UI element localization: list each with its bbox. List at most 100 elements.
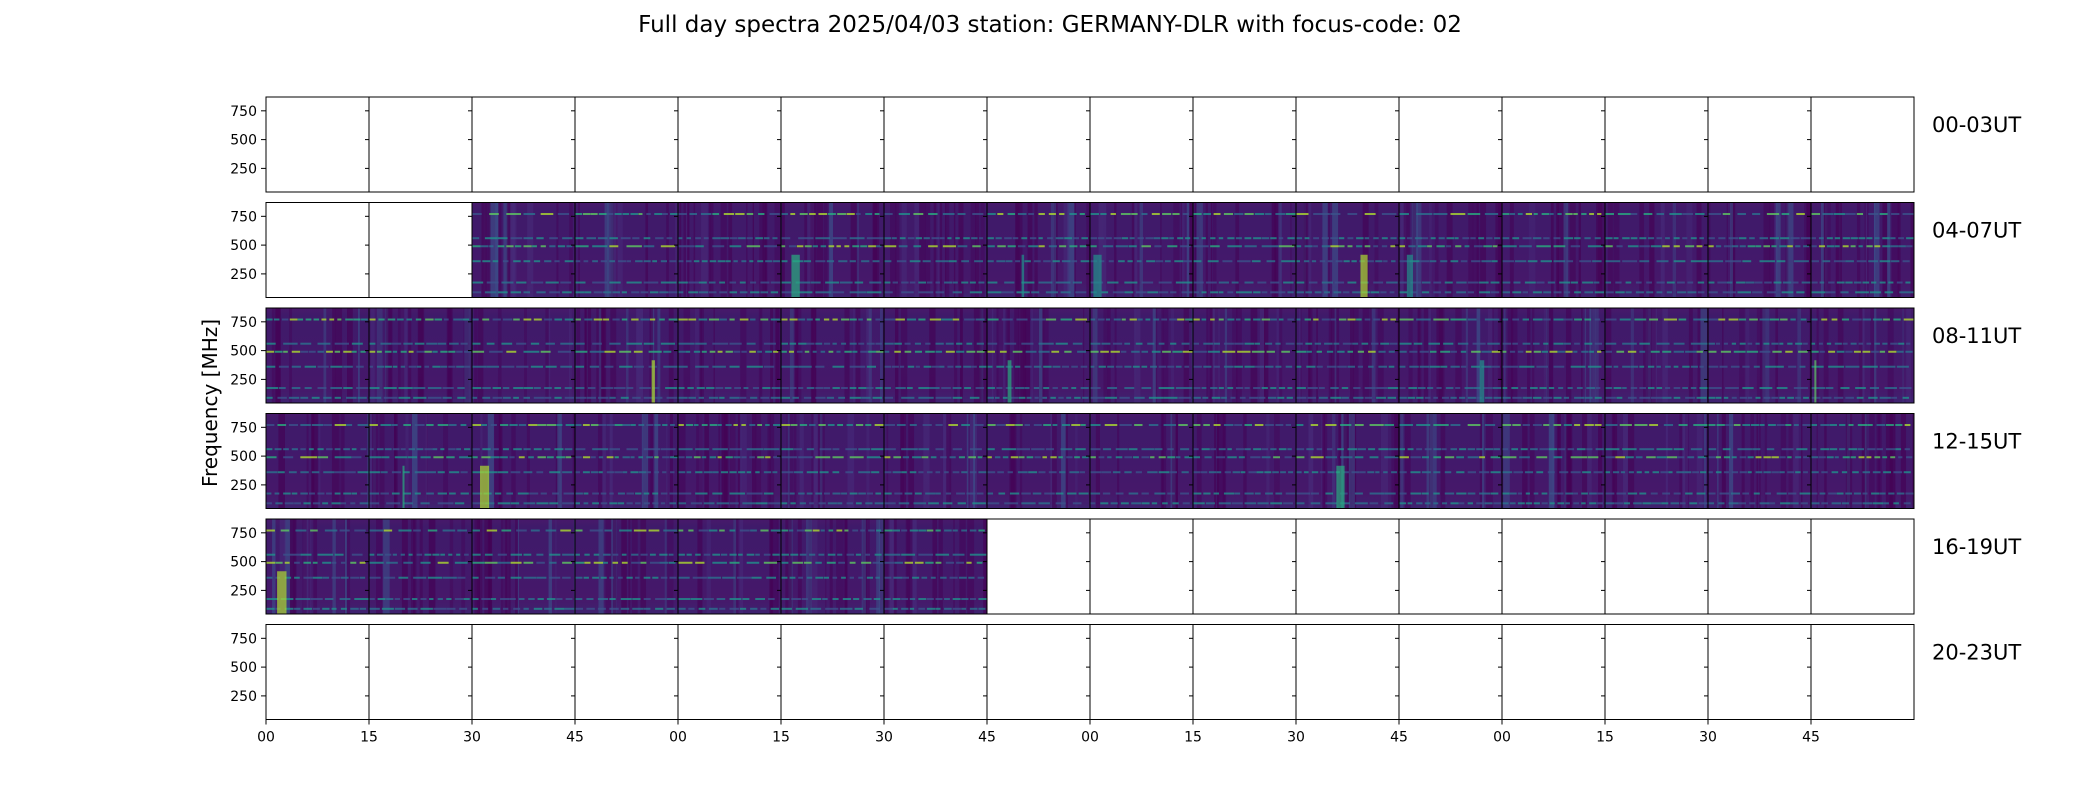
interference-band (1639, 342, 1650, 345)
interference-band (1112, 291, 1124, 294)
interference-band (288, 396, 300, 399)
interference-band (492, 318, 501, 321)
spectral-column (1582, 413, 1588, 509)
spectrogram-panel (983, 96, 1091, 193)
interference-band (1605, 291, 1614, 294)
interference-band (1765, 492, 1771, 495)
interference-band (1337, 365, 1347, 368)
interference-band (1553, 245, 1566, 248)
interference-band (1308, 281, 1318, 284)
interference-band (1244, 448, 1251, 451)
interference-band (945, 561, 955, 564)
interference-band (815, 492, 823, 495)
interference-band (1015, 387, 1025, 390)
interference-band (734, 387, 741, 390)
spectral-column (1643, 308, 1649, 403)
interference-band (1307, 387, 1318, 390)
interference-band (1725, 424, 1733, 427)
spectral-column (1497, 308, 1502, 403)
spectrogram-panel (1292, 518, 1400, 615)
interference-band (1381, 245, 1388, 248)
interference-band (502, 607, 509, 610)
spectral-column (733, 519, 737, 614)
interference-band (1388, 448, 1399, 451)
interference-band (283, 553, 301, 556)
interference-band (1042, 456, 1047, 459)
interference-band (317, 553, 333, 556)
spectral-column (811, 308, 817, 403)
spectral-column (1322, 413, 1328, 509)
interference-band (1722, 448, 1731, 451)
interference-band (1162, 213, 1172, 216)
interference-band (806, 448, 815, 451)
interference-band (1885, 424, 1894, 427)
interference-band (1445, 245, 1452, 248)
interference-band (1352, 291, 1361, 294)
spectral-column (1509, 202, 1514, 298)
interference-band (1024, 424, 1030, 427)
interference-band (1153, 318, 1160, 321)
spectral-column (1300, 308, 1302, 403)
spectrogram-panel (468, 307, 576, 404)
interference-band (563, 492, 574, 495)
spectral-column (1756, 308, 1761, 403)
interference-band (490, 456, 500, 459)
panel-frame (986, 518, 1091, 615)
interference-band (854, 281, 864, 284)
spectral-column (1688, 308, 1693, 403)
interference-band (331, 607, 337, 610)
spectral-column (303, 519, 309, 614)
interference-band (1436, 387, 1442, 390)
interference-band (646, 456, 654, 459)
interference-band (1456, 492, 1467, 495)
interference-band (1517, 492, 1522, 495)
interference-band (1254, 213, 1265, 216)
interference-band (640, 553, 648, 556)
interference-band (654, 471, 660, 474)
interference-band (1726, 281, 1733, 284)
spectral-column (306, 413, 309, 509)
interference-band (1256, 471, 1264, 474)
interference-band (626, 387, 634, 390)
interference-band (1193, 365, 1202, 368)
interference-band (1429, 260, 1437, 263)
interference-band (961, 260, 970, 263)
spectral-column (1801, 413, 1803, 509)
interference-band (1180, 492, 1190, 495)
burst-column (1021, 254, 1025, 298)
interference-band (941, 387, 951, 390)
interference-band (1558, 387, 1564, 390)
interference-band (670, 471, 675, 474)
interference-band (652, 502, 659, 505)
interference-band (1296, 237, 1303, 240)
interference-band (643, 576, 651, 579)
interference-band (1444, 492, 1455, 495)
interference-band (1737, 213, 1746, 216)
interference-band (632, 396, 641, 399)
interference-band (1417, 245, 1427, 248)
interference-band (868, 245, 876, 248)
interference-band (1210, 291, 1219, 294)
interference-band (304, 365, 317, 368)
spectral-column (578, 202, 580, 298)
spectrogram-panel (468, 202, 576, 298)
y-tick-label: 500 (230, 238, 257, 254)
interference-band (746, 553, 755, 556)
interference-band (1028, 245, 1039, 248)
interference-band (1347, 448, 1358, 451)
interference-band (1193, 424, 1201, 427)
interference-band (340, 561, 346, 564)
interference-band (1563, 424, 1572, 427)
interference-band (1321, 318, 1330, 321)
interference-band (708, 396, 719, 399)
interference-band (1422, 237, 1429, 240)
interference-band (356, 387, 369, 390)
interference-band (1001, 291, 1014, 294)
interference-band (1330, 387, 1339, 390)
spectrogram-panel (1395, 202, 1503, 298)
interference-band (698, 607, 706, 610)
interference-band (1113, 237, 1122, 240)
interference-band (1012, 350, 1023, 353)
interference-band (935, 492, 941, 495)
spectrogram-panel (1498, 96, 1606, 193)
